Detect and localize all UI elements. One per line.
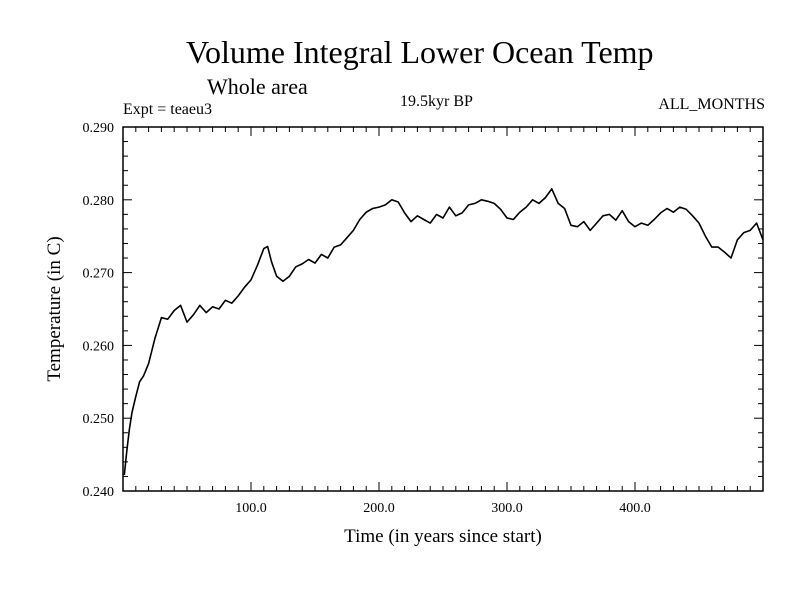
y-tick-label: 0.250 [83,412,115,427]
x-tick-label: 400.0 [619,501,651,516]
tick-labels: 100.0 200.0 300.0 400.0 0.240 0.250 0.260 0.270… [83,121,651,516]
y-tick-label: 0.280 [83,194,115,209]
y-tick-label: 0.260 [83,339,115,354]
experiment-label: Expt = teaeu3 [123,101,212,118]
y-axis-label: Temperature (in C) [44,236,65,381]
y-tick-label: 0.290 [83,121,115,136]
y-tick-label: 0.240 [83,485,115,500]
period-label: 19.5kyr BP [400,93,473,110]
series-line [123,188,764,476]
chart-subtitle: Whole area [207,74,308,99]
months-label: ALL_MONTHS [658,96,765,113]
y-tick-label: 0.270 [83,267,115,282]
chart-title: Volume Integral Lower Ocean Temp [186,34,654,70]
x-tick-label: 200.0 [363,501,395,516]
x-tick-label: 100.0 [235,501,267,516]
x-tick-label: 300.0 [491,501,523,516]
x-axis-label: Time (in years since start) [344,526,542,547]
